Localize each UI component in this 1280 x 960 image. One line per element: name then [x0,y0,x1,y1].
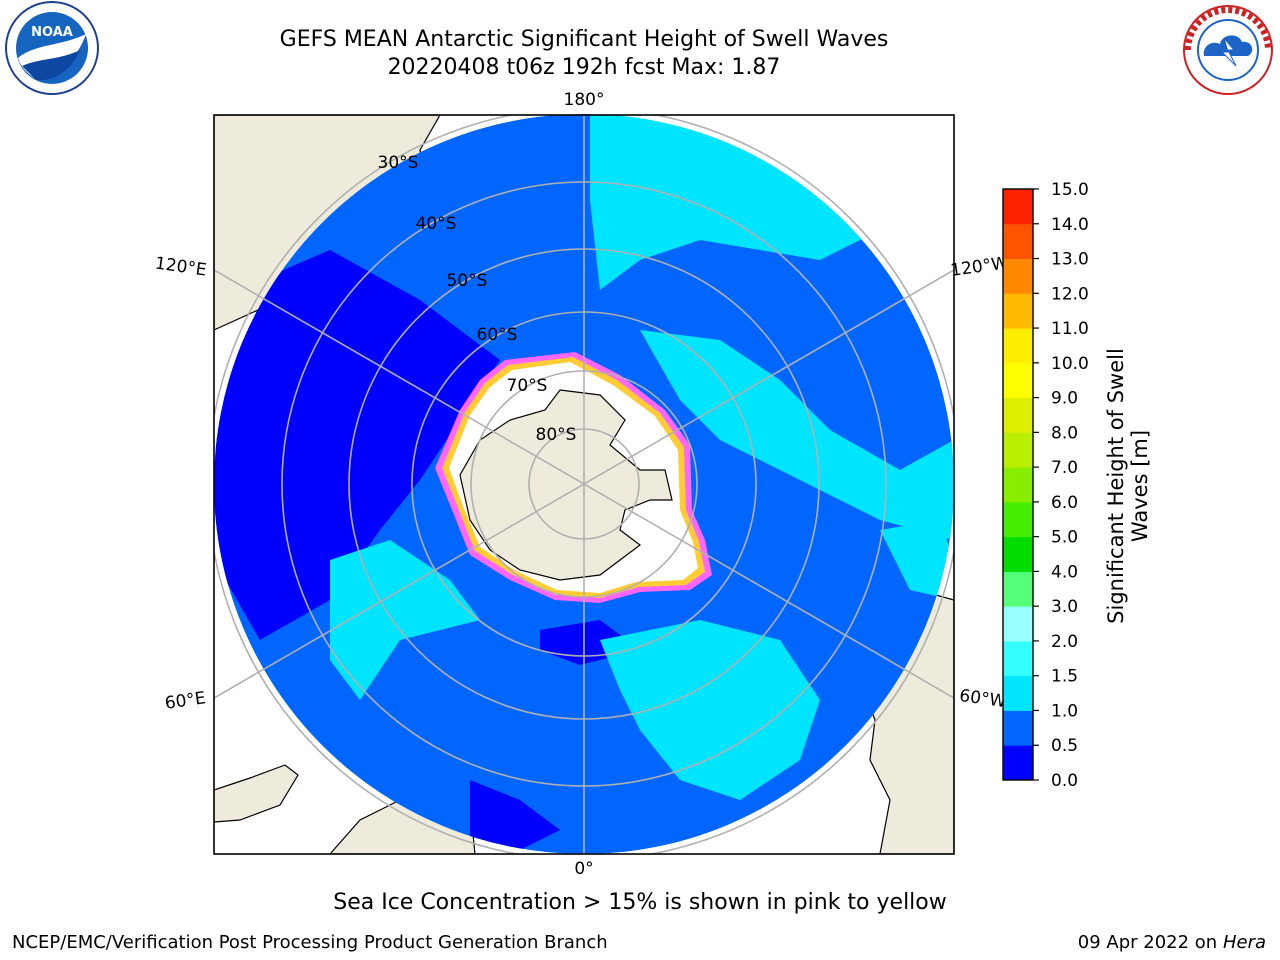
swell-region-low-indian [214,250,500,640]
swell-region-south-atlantic [600,620,820,800]
colorbar-tick-label: 10.0 [1051,354,1089,374]
lat-label-40s: 40°S [416,214,457,234]
lat-label-60s: 60°S [477,325,518,345]
colorbar-tick-label: 13.0 [1051,250,1089,270]
colorbar-swatch [1003,710,1033,746]
lat-label-30s: 30°S [378,153,419,173]
colorbar-swatch [1003,467,1033,503]
colorbar-tick-label: 0.5 [1051,736,1078,756]
map-frame [213,114,955,855]
lat-label-50s: 50°S [447,271,488,291]
sea-ice-note: Sea Ice Concentration > 15% is shown in … [333,890,947,915]
colorbar-swatch [1003,362,1033,399]
colorbar-swatch [1003,189,1033,225]
lon-label-60e: 60°E [164,688,207,713]
swell-region-far-east [880,520,954,600]
lat-label-70s: 70°S [507,376,548,396]
colorbar-tick-label: 9.0 [1051,389,1078,409]
colorbar-tick-label: 7.0 [1051,458,1078,478]
colorbar-tick-label: 2.0 [1051,632,1078,652]
colorbar-tick-label: 3.0 [1051,597,1078,617]
graticule [214,115,954,854]
colorbar-tick-label: 4.0 [1051,562,1078,582]
swell-region-indian-south [330,540,480,700]
noaa-logo-text: NOAA [31,25,73,40]
swell-region-low-south [470,780,560,850]
chart-subtitle: 20220408 t06z 192h fcst Max: 1.87 [387,55,781,80]
credit-left: NCEP/EMC/Verification Post Processing Pr… [12,932,608,953]
chart-title: GEFS MEAN Antarctic Significant Height o… [279,27,889,52]
swell-region-east [640,330,954,540]
meridian-120w-60e [214,269,954,699]
credit-date: 09 Apr 2022 on [1077,932,1223,953]
lon-label-120w: 120°W [949,253,1009,281]
credit-host: Hera [1222,932,1266,953]
lon-label-0: 0° [574,859,593,879]
noaa-logo: NOAA [5,1,99,95]
colorbar-tick-label: 0.0 [1051,771,1078,791]
colorbar-swatch [1003,640,1033,677]
colorbar-swatch [1003,328,1033,364]
colorbar-tick-label: 11.0 [1051,319,1089,339]
colorbar-swatch [1003,571,1033,607]
colorbar-swatch [1003,258,1033,294]
colorbar-swatch [1003,606,1033,642]
colorbar: 0.0 0.5 1.0 1.5 2.0 3.0 4.0 5.0 6.0 7.0 8.0 9.0 10.0… [1002,180,1089,791]
colorbar-swatch [1003,745,1033,781]
colorbar-swatch [1003,223,1033,260]
colorbar-swatch [1003,501,1033,538]
colorbar-swatch [1003,293,1033,329]
colorbar-tick-label: 14.0 [1051,215,1089,235]
colorbar-tick-label: 12.0 [1051,284,1089,304]
colorbar-tick-label: 1.0 [1051,701,1078,721]
colorbar-tick-label: 8.0 [1051,423,1078,443]
colorbar-title: Significant Height of Swell Waves [m] [1104,348,1152,624]
colorbar-swatch [1003,432,1033,468]
colorbar-tick-label: 5.0 [1051,528,1078,548]
credit-right: 09 Apr 2022 on Hera [1078,932,1266,953]
colorbar-frame [1002,188,1034,781]
colorbar-tick-label: 15.0 [1051,180,1089,200]
madagascar-land [214,764,299,823]
lat-label-80s: 80°S [536,425,577,445]
antarctica-group [435,352,712,603]
colorbar-swatch [1003,397,1033,433]
colorbar-tick-label: 6.0 [1051,493,1078,513]
colorbar-swatch [1003,536,1033,572]
antarctica-land [459,389,673,581]
colorbar-swatch [1003,675,1033,711]
nws-logo [1183,5,1273,95]
lon-label-60w: 60°W [958,686,1007,712]
colorbar-tick-label: 1.5 [1051,667,1078,687]
lon-label-120e: 120°E [154,254,208,281]
lon-label-180: 180° [564,90,605,110]
